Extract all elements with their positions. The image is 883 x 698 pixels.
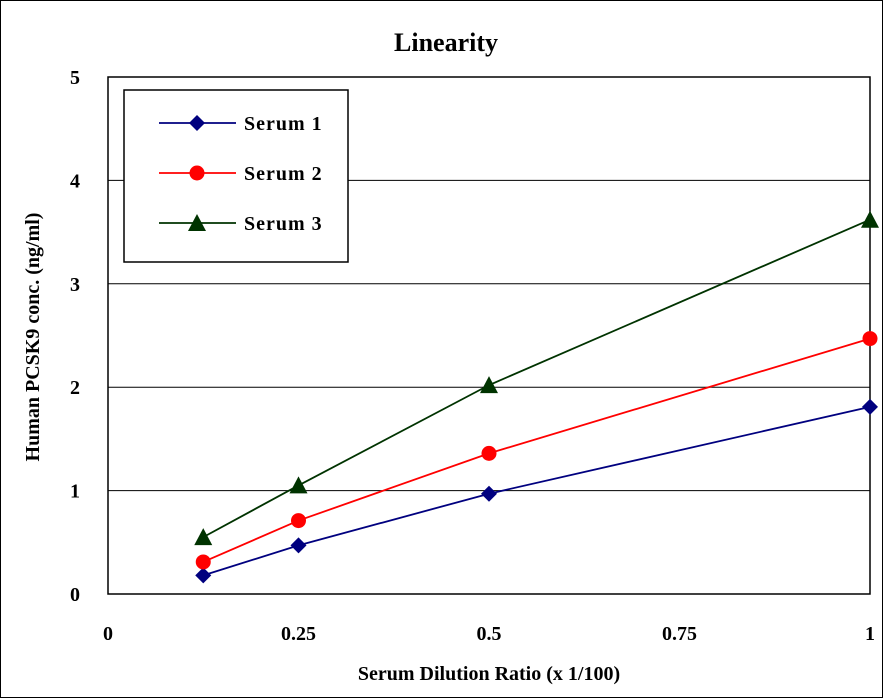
legend-item: Serum 3 [159,213,323,235]
legend-label: Serum 1 [244,113,323,135]
legend-box [123,89,349,263]
y-tick-label: 0 [70,584,80,606]
legend-marker [189,165,205,181]
x-tick-label: 0.75 [662,623,697,645]
chart-title: Linearity [394,28,498,57]
legend-item: Serum 2 [159,163,323,185]
x-axis-label: Serum Dilution Ratio (x 1/100) [358,663,620,685]
data-point [481,445,497,461]
series-line [202,218,871,538]
series-group [194,210,879,584]
legend-item: Serum 1 [159,113,323,135]
y-tick-label: 1 [70,481,80,503]
data-point [480,376,498,394]
y-tick-label: 5 [70,67,80,89]
data-point [481,485,497,502]
series-line [202,337,871,563]
legend-marker [189,115,205,131]
y-axis-label: Human PCSK9 conc. (ng/ml) [22,213,44,462]
x-tick-label: 0.25 [281,623,316,645]
y-tick-label: 4 [70,170,80,192]
legend-label: Serum 2 [244,163,323,185]
x-tick-label: 1 [865,623,875,645]
data-point [291,513,306,529]
legend-marker [188,214,206,231]
data-point [861,210,879,228]
x-tick-label: 0 [103,623,113,645]
data-point [290,537,307,554]
x-tick-label: 0.5 [477,623,502,645]
y-tick-labels: 0 1 2 3 4 5 [70,67,80,606]
data-point [862,331,878,347]
legend-label: Serum 3 [244,213,323,235]
data-point [289,476,308,494]
series-2 [195,331,878,570]
data-point [194,528,213,546]
series-line [202,405,871,577]
x-tick-labels: 0 0.25 0.5 0.75 1 [103,623,875,645]
y-tick-label: 3 [70,274,80,296]
series-3 [194,210,879,546]
legend: Serum 1 Serum 2 Serum 3 [123,89,349,263]
data-point [862,398,878,415]
data-point [195,567,212,584]
series-1 [195,398,878,584]
data-point [195,554,211,570]
y-tick-label: 2 [70,377,80,399]
